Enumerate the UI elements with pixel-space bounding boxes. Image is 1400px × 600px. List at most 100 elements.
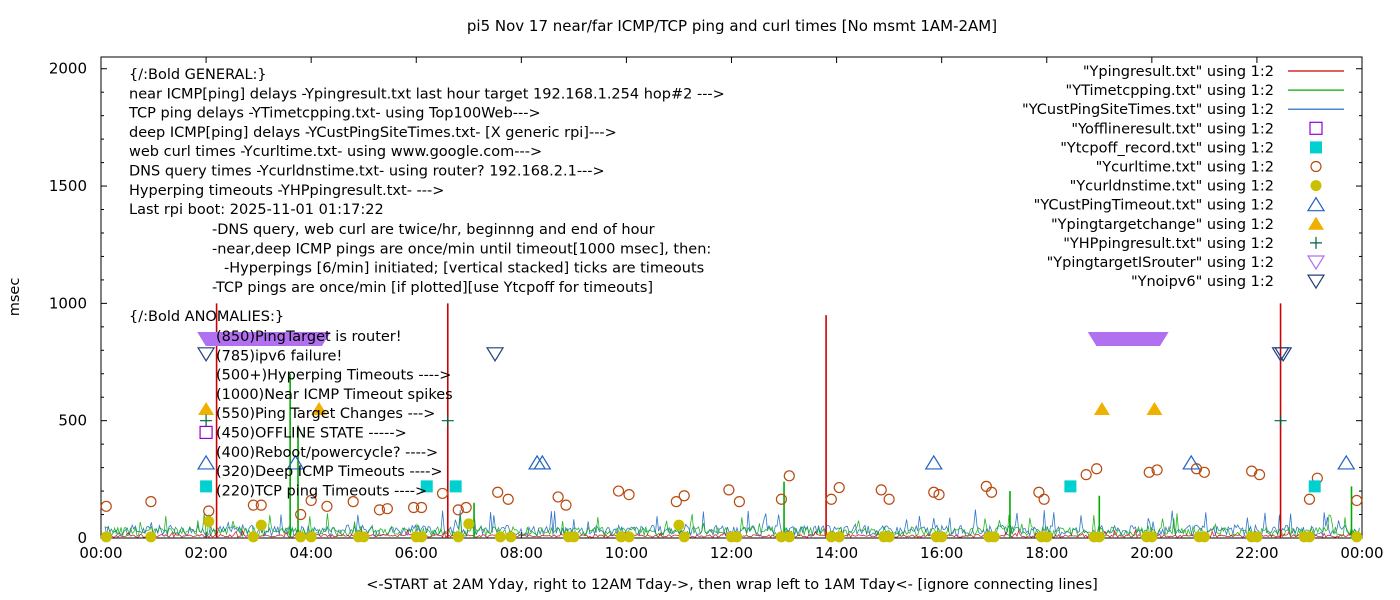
note-line: (320)Deep ICMP Timeouts ----> [216, 464, 443, 480]
note-line: (1000)Near ICMP Timeout spikes [216, 387, 453, 403]
data-point [731, 531, 743, 543]
legend-swatch [1310, 180, 1322, 192]
y-tick-label: 0 [77, 529, 87, 547]
data-point [1351, 531, 1363, 543]
x-tick-label: 18:00 [1025, 544, 1068, 562]
legend-label: "Yofflineresult.txt" using 1:2 [1071, 121, 1274, 137]
data-point [198, 401, 215, 415]
data-point [415, 501, 428, 514]
data-point [825, 531, 837, 543]
note-line: -Hyperpings [6/min] initiated; [vertical… [224, 261, 704, 277]
data-point [492, 486, 504, 498]
data-point [200, 414, 213, 427]
data-point [985, 486, 998, 498]
legend-label: "Ycurldnstime.txt" using 1:2 [1070, 179, 1274, 195]
data-point [825, 493, 837, 505]
data-point [833, 531, 845, 543]
data-point [305, 531, 317, 543]
data-point [452, 531, 464, 543]
note-line: deep ICMP[ping] delays -YCustPingSiteTim… [129, 125, 617, 141]
x-tick-label: 22:00 [1235, 544, 1278, 562]
x-tick-label: 02:00 [184, 544, 227, 562]
axes: 00:00 02:00 04:00 06:00 08:00 10:00 12:00 14:00… [49, 57, 1384, 562]
note-line: -near,deep ICMP pings are once/min until… [212, 241, 711, 257]
x-tick-label: 08:00 [500, 544, 543, 562]
legend-label: "YTimetcpping.txt" using 1:2 [1066, 83, 1274, 99]
data-point [100, 531, 112, 543]
data-point [924, 454, 943, 470]
data-point [568, 531, 580, 543]
note-line: Hyperping timeouts -YHPpingresult.txt- -… [129, 183, 444, 199]
legend-label: "Ypingtargetchange" using 1:2 [1051, 217, 1274, 233]
legend-swatch [1306, 274, 1326, 290]
note-line: DNS query times -Ycurldnstime.txt- using… [129, 164, 605, 180]
data-point [1033, 486, 1045, 498]
data-point [678, 490, 690, 502]
note-line: -TCP pings are once/min [if plotted][use… [212, 280, 653, 296]
data-point [1041, 531, 1053, 543]
y-tick-label: 2000 [49, 60, 87, 78]
legend-label: "Ypingresult.txt" using 1:2 [1083, 64, 1274, 80]
note-line: (500+)Hyperping Timeouts ----> [216, 368, 451, 384]
legend-swatch [1306, 255, 1326, 271]
note-line: (220)TCP ping Timeouts ----> [216, 483, 427, 499]
data-point [1198, 466, 1210, 478]
data-band [197, 332, 331, 347]
data-point [623, 488, 635, 501]
data-point [436, 487, 449, 500]
y-tick-label: 1500 [49, 177, 87, 195]
data-point [678, 531, 690, 543]
data-point [833, 481, 845, 494]
x-tick-label: 14:00 [815, 544, 858, 562]
data-point [200, 480, 213, 493]
data-point [1251, 531, 1263, 543]
data-point [494, 531, 506, 543]
data-point [203, 516, 215, 528]
data-point [505, 531, 517, 543]
legend-swatch [1308, 216, 1324, 230]
data-point [247, 531, 259, 543]
y-axis-label: msec [7, 278, 23, 317]
data-point [1064, 480, 1077, 493]
data-point [1274, 347, 1293, 362]
data-point [988, 531, 1000, 543]
x-tick-label: 00:00 [1340, 544, 1383, 562]
data-point [100, 500, 112, 512]
data-band [1087, 332, 1169, 347]
notes: {/:Bold GENERAL:} near ICMP[ping] delays … [128, 67, 725, 499]
data-point [933, 488, 945, 501]
legend-label: "YHPpingresult.txt" using 1:2 [1063, 236, 1274, 252]
data-point [1146, 531, 1158, 543]
plot-area [100, 56, 1363, 539]
note-line: (785)ipv6 failure! [216, 348, 342, 364]
data-point [197, 347, 216, 362]
note-line: Last rpi boot: 2025-11-01 01:17:22 [129, 202, 384, 218]
data-point [670, 496, 682, 508]
x-tick-label: 04:00 [290, 544, 333, 562]
x-tick-label: 00:00 [79, 544, 122, 562]
data-point [485, 347, 505, 362]
data-point [783, 470, 795, 482]
data-point [449, 480, 462, 493]
data-point [612, 485, 625, 497]
data-point [305, 494, 317, 507]
data-point [286, 454, 305, 470]
data-point [145, 531, 157, 543]
data-point [1091, 463, 1103, 475]
note-line: -DNS query, web curl are twice/hr, begin… [212, 222, 655, 238]
data-point [1038, 493, 1050, 505]
data-point [623, 531, 635, 543]
data-point [502, 493, 514, 505]
note-line: (400)Reboot/powercycle? ----> [216, 445, 438, 461]
data-point [1080, 469, 1092, 481]
legend-swatch [1310, 141, 1322, 154]
data-point [321, 500, 333, 512]
data-point [295, 508, 307, 521]
data-point [203, 505, 215, 517]
x-tick-label: 06:00 [395, 544, 438, 562]
data-point [295, 531, 307, 543]
data-point [145, 496, 157, 508]
data-point [408, 501, 420, 514]
note-line: {/:Bold GENERAL:} [129, 67, 267, 83]
